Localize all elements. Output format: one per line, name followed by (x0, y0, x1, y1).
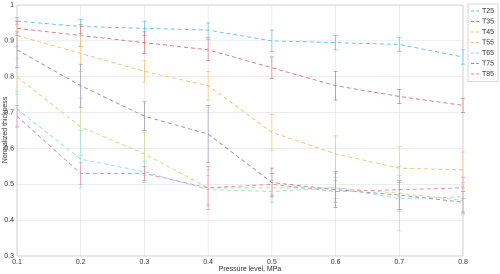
y-axis-label: Normalized thickness (2, 96, 9, 163)
legend-label: T85 (482, 71, 494, 78)
series-line (16, 49, 464, 203)
series-line (16, 35, 464, 171)
x-tick-label: 0.1 (12, 259, 22, 266)
x-tick-label: 0.2 (76, 259, 86, 266)
x-tick-label: 0.6 (331, 259, 341, 266)
y-tick-label: 0.3 (4, 253, 14, 260)
series-line (16, 115, 464, 192)
x-tick-label: 0.3 (140, 259, 150, 266)
legend-label: T25 (482, 8, 494, 15)
series-line (16, 27, 464, 106)
legend-label: T35 (482, 18, 494, 25)
y-tick-label: 0.9 (4, 38, 14, 45)
legend-label: T55 (482, 39, 494, 46)
series-line (16, 108, 464, 200)
y-tick-label: 0.6 (4, 145, 14, 152)
legend-label: T65 (482, 50, 494, 57)
x-tick-label: 0.5 (267, 259, 277, 266)
plot-frame (16, 4, 464, 257)
y-tick-label: 0.7 (4, 109, 14, 116)
series-line (16, 76, 464, 201)
y-tick-label: 0.5 (4, 181, 14, 188)
legend-label: T45 (482, 29, 494, 36)
y-tick-label: 1 (10, 2, 14, 9)
y-tick-label: 0.4 (4, 217, 14, 224)
legend-label: T75 (482, 60, 494, 67)
x-tick-label: 0.7 (394, 259, 404, 266)
x-axis-label: Pressure level, MPa (219, 266, 282, 273)
series-line (16, 20, 464, 58)
y-tick-label: 0.8 (4, 74, 14, 81)
x-tick-label: 0.4 (203, 259, 213, 266)
x-tick-label: 0.8 (458, 259, 468, 266)
